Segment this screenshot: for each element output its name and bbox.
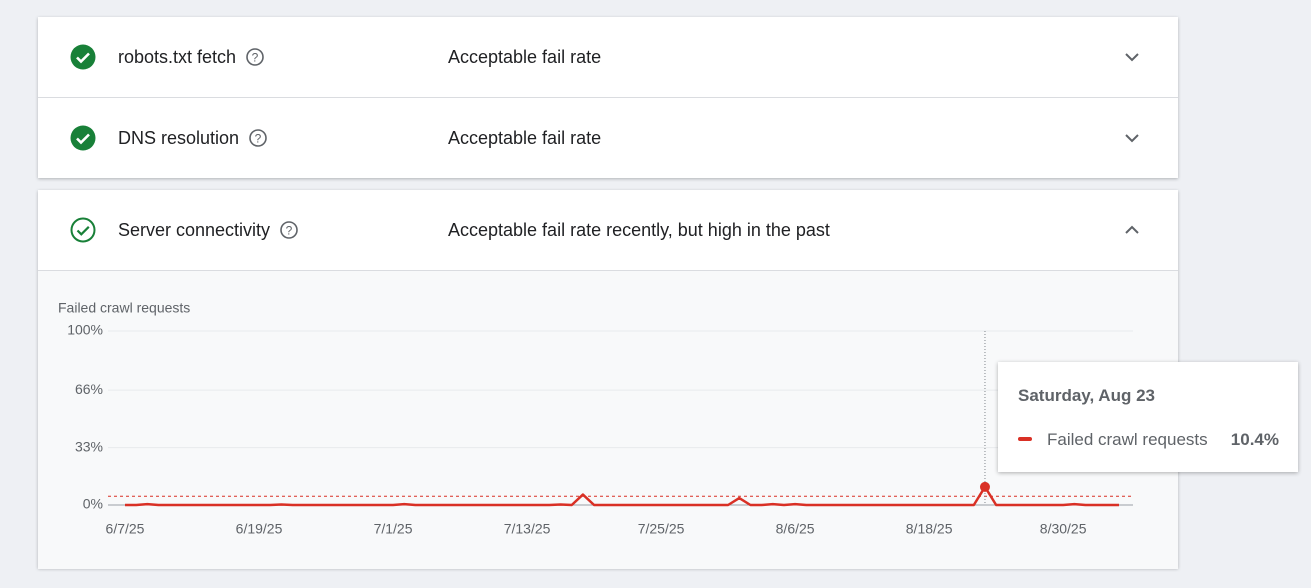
tooltip-key <box>1018 437 1032 441</box>
row-title: Server connectivity <box>118 220 271 240</box>
y-axis-label: Failed crawl requests <box>58 300 190 316</box>
y-tick-label: 100% <box>67 322 103 338</box>
tooltip-title: Saturday, Aug 23 <box>1018 386 1155 405</box>
svg-text:?: ? <box>252 51 259 65</box>
check-icon <box>70 125 96 151</box>
check-icon <box>70 217 96 243</box>
tooltip: Saturday, Aug 23 Failed crawl requests 1… <box>998 362 1298 472</box>
x-tick-label: 8/18/25 <box>906 521 953 537</box>
row-title: robots.txt fetch <box>118 47 237 67</box>
chevron[interactable] <box>1123 221 1141 239</box>
row-title: DNS resolution <box>118 128 240 148</box>
svg-text:?: ? <box>255 132 262 146</box>
help-icon[interactable]: ? <box>245 47 265 67</box>
row-status: Acceptable fail rate <box>448 47 602 67</box>
x-tick-label: 7/13/25 <box>504 521 551 537</box>
x-tick-label: 6/19/25 <box>236 521 283 537</box>
x-tick-label: 8/6/25 <box>776 521 815 537</box>
row-status: Acceptable fail rate <box>448 128 602 148</box>
x-tick-label: 8/30/25 <box>1040 521 1087 537</box>
chevron[interactable] <box>1123 48 1141 66</box>
chevron[interactable] <box>1123 129 1141 147</box>
chart: Failed crawl requests 0% 33% 66% 100% 6/7/25… <box>38 270 1178 569</box>
y-tick-label: 0% <box>83 496 103 512</box>
card: robots.txt fetch Acceptable fail rate DN… <box>38 17 1178 178</box>
card: Server connectivity Acceptable fail rate… <box>38 190 1178 569</box>
y-tick-label: 33% <box>75 438 103 454</box>
svg-text:?: ? <box>286 224 293 238</box>
x-tick-label: 7/1/25 <box>374 521 413 537</box>
series-line <box>125 485 1119 507</box>
y-tick-label: 66% <box>75 381 103 397</box>
help-icon[interactable]: ? <box>279 220 299 240</box>
x-tick-label: 6/7/25 <box>106 521 145 537</box>
row[interactable]: robots.txt fetch Acceptable fail rate <box>38 17 1178 98</box>
check-icon <box>70 44 96 70</box>
help-icon[interactable]: ? <box>248 128 268 148</box>
row[interactable]: Server connectivity Acceptable fail rate… <box>38 190 1178 270</box>
tooltip-series: Failed crawl requests <box>1047 430 1208 449</box>
hover-point <box>979 481 990 492</box>
row[interactable]: DNS resolution Acceptable fail rate <box>38 98 1178 178</box>
row-status: Acceptable fail rate recently, but high … <box>448 220 830 240</box>
tooltip-value: 10.4% <box>1230 430 1279 449</box>
x-tick-label: 7/25/25 <box>638 521 685 537</box>
